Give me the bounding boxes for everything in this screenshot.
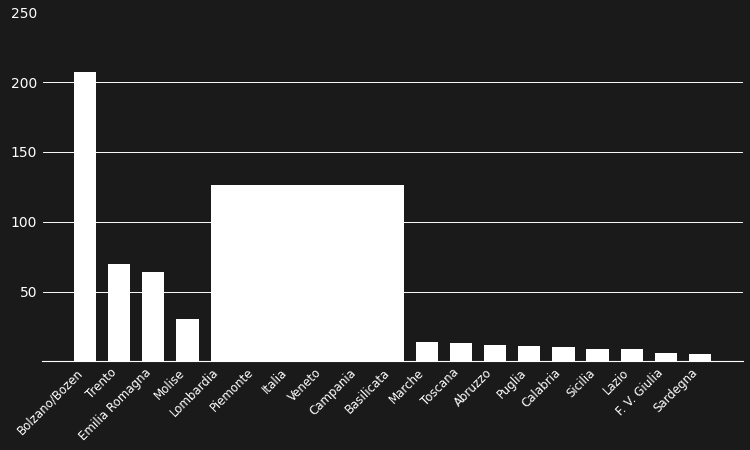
Bar <box>655 353 677 361</box>
Bar <box>518 346 540 361</box>
Bar <box>416 342 438 361</box>
Bar <box>142 272 164 361</box>
Bar <box>586 349 609 361</box>
Bar <box>552 347 574 361</box>
Bar <box>484 345 506 361</box>
Bar <box>621 349 643 361</box>
Bar <box>689 354 711 361</box>
Bar <box>176 320 199 361</box>
Bar <box>74 72 96 361</box>
Bar <box>211 185 404 361</box>
Bar <box>108 264 130 361</box>
Bar <box>450 343 472 361</box>
